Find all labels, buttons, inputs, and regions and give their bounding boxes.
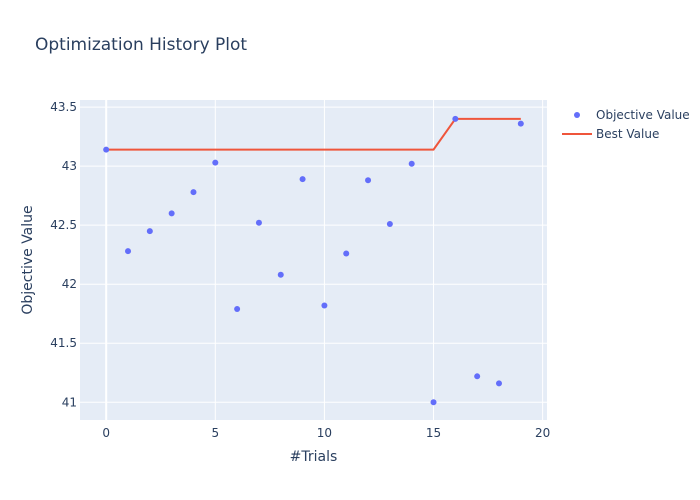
objective-value-point[interactable]: [255, 219, 262, 226]
y-axis-label: Objective Value: [20, 205, 36, 314]
objective-value-point[interactable]: [212, 159, 219, 166]
chart-title: Optimization History Plot: [35, 35, 247, 55]
objective-value-point[interactable]: [408, 160, 415, 167]
best-value-line: [106, 117, 521, 151]
objective-value-point[interactable]: [125, 248, 132, 255]
x-axis-ticks: 0 5 10 15 20: [102, 426, 550, 440]
y-tick-label: 42.5: [50, 218, 77, 232]
objective-value-point[interactable]: [103, 146, 110, 153]
legend-label: Best Value: [596, 127, 659, 141]
legend-objective-marker: [574, 112, 580, 118]
objective-value-point[interactable]: [386, 220, 393, 227]
series-layer: [103, 115, 524, 406]
objective-value-point[interactable]: [495, 380, 502, 387]
y-tick-label: 41.5: [50, 336, 77, 350]
objective-value-point[interactable]: [474, 373, 481, 380]
x-tick-label: 10: [317, 426, 332, 440]
y-tick-label: 43.5: [50, 100, 77, 114]
y-tick-label: 41: [62, 395, 77, 409]
objective-value-point[interactable]: [234, 306, 241, 313]
objective-value-point[interactable]: [452, 115, 459, 122]
objective-value-point[interactable]: [365, 177, 372, 184]
legend: Objective Value Best Value: [562, 108, 690, 141]
y-tick-label: 43: [62, 159, 77, 173]
objective-value-point[interactable]: [430, 399, 437, 406]
objective-value-point[interactable]: [321, 302, 328, 309]
objective-value-point[interactable]: [146, 228, 153, 235]
objective-value-point[interactable]: [299, 176, 306, 183]
objective-value-point[interactable]: [343, 250, 350, 257]
y-axis-ticks: 41 41.5 42 42.5 43 43.5: [50, 100, 77, 409]
y-tick-label: 42: [62, 277, 77, 291]
x-tick-label: 20: [535, 426, 550, 440]
x-tick-label: 5: [211, 426, 219, 440]
objective-value-point[interactable]: [168, 210, 175, 217]
objective-value-point[interactable]: [517, 120, 524, 127]
x-tick-label: 15: [426, 426, 441, 440]
x-tick-label: 0: [102, 426, 110, 440]
legend-label: Objective Value: [596, 108, 690, 122]
objective-value-point[interactable]: [277, 271, 284, 278]
objective-value-point[interactable]: [190, 189, 197, 196]
grid-lines: [80, 100, 547, 420]
x-axis-label: #Trials: [290, 449, 338, 465]
plot-area[interactable]: [80, 100, 547, 420]
